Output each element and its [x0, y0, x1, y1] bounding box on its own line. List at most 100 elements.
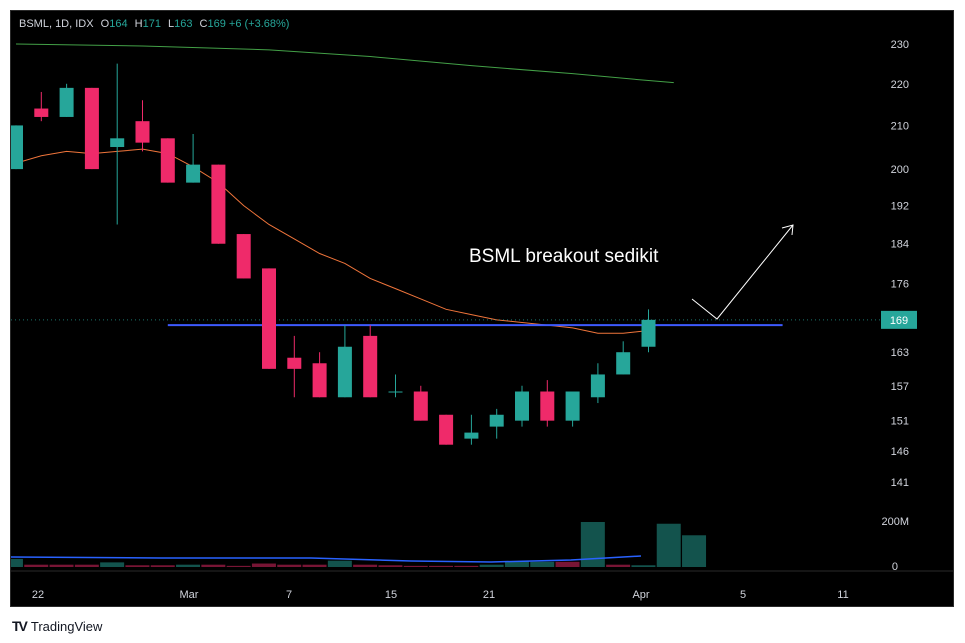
candle — [489, 408, 504, 439]
tradingview-logo-icon: TV — [12, 618, 28, 634]
projection-arrow — [691, 224, 794, 320]
volume-bar — [504, 561, 529, 567]
candle — [11, 125, 23, 170]
time-tick-label: 7 — [286, 589, 292, 601]
price-tick-label: 184 — [891, 239, 909, 251]
time-tick-label: Apr — [632, 589, 649, 601]
ma-slow-line — [15, 43, 674, 84]
volume-tick-label: 0 — [892, 561, 898, 573]
volume-bar — [327, 560, 352, 567]
volume-bar — [631, 565, 656, 567]
price-tick-label: 151 — [891, 416, 909, 428]
price-tick-label: 146 — [891, 446, 909, 458]
candle — [565, 391, 580, 427]
volume-bar — [201, 564, 226, 567]
low-label: L — [168, 18, 175, 30]
price-tick-label: 176 — [891, 279, 909, 291]
candle — [34, 91, 49, 122]
candle — [262, 268, 276, 369]
volume-bar — [125, 565, 150, 567]
time-axis[interactable]: 22 Mar 7 15 21 Apr 5 11 — [11, 570, 954, 601]
price-axis[interactable]: 230 220 210 200 192 184 176 163 157 151 146 141 200M… — [881, 39, 917, 573]
candle — [616, 341, 631, 375]
candle — [363, 325, 378, 398]
volume-bar — [656, 523, 681, 567]
candle — [211, 164, 226, 244]
volume-bar — [49, 564, 74, 567]
ma-fast-line — [11, 148, 649, 334]
volume-bar — [251, 563, 276, 567]
volume-bar — [530, 561, 555, 567]
low-value: 163 — [174, 18, 193, 30]
volume-bar — [353, 564, 378, 567]
support-line — [11, 319, 881, 327]
price-tick-label: 230 — [891, 39, 909, 51]
candle — [84, 87, 99, 170]
volume-bar — [682, 535, 707, 567]
open-value: 164 — [109, 18, 128, 30]
volume-bar — [176, 564, 201, 567]
volume-panel — [11, 522, 707, 567]
volume-bar — [454, 565, 479, 567]
moving-averages — [11, 43, 674, 334]
time-tick-label: 21 — [483, 589, 495, 601]
volume-bar — [74, 564, 99, 567]
time-tick-label: 22 — [32, 589, 44, 601]
volume-bar — [11, 558, 23, 567]
last-price-badge-text: 169 — [890, 315, 908, 327]
price-tick-label: 192 — [891, 201, 909, 213]
price-tick-label: 141 — [891, 477, 909, 489]
last-price-badge — [881, 310, 917, 329]
candle — [160, 138, 175, 183]
candle — [641, 309, 656, 353]
symbol-legend: BSML, 1D, IDX O164 H171 L163 C169 +6 (+3… — [19, 18, 289, 30]
volume-bar — [403, 565, 428, 567]
candle — [439, 414, 454, 445]
time-tick-label: 11 — [837, 589, 848, 601]
volume-bar — [429, 565, 454, 567]
candlestick-chart[interactable]: 230220210200192184176163157151146141200M… — [11, 11, 954, 607]
high-label: H — [134, 18, 143, 30]
candle — [59, 83, 74, 117]
volume-bar — [277, 564, 302, 567]
chart-area[interactable]: 230 220 210 200 192 184 176 163 157 151 146 141 200M… — [10, 10, 954, 607]
candle — [590, 363, 605, 404]
volume-bar — [378, 565, 403, 567]
brand-name: TradingView — [30, 618, 103, 634]
volume-bar — [479, 564, 504, 567]
volume-bar — [100, 562, 125, 567]
symbol-info: BSML, 1D, IDX — [19, 18, 94, 30]
price-tick-label: 157 — [891, 381, 909, 393]
volume-bar — [555, 561, 580, 567]
volume-bar — [302, 564, 327, 567]
candle — [135, 100, 150, 152]
chart-annotation-text[interactable]: BSML breakout sedikit — [469, 246, 659, 267]
volume-bar — [580, 522, 605, 567]
volume-tick-label: 200M — [881, 516, 909, 528]
candle — [337, 325, 352, 398]
candle — [287, 335, 302, 398]
candle — [236, 234, 251, 279]
volume-bar — [226, 565, 251, 567]
volume-bar — [150, 565, 175, 567]
volume-bar — [24, 564, 49, 567]
volume-ma-line — [11, 555, 642, 563]
price-tick-label: 210 — [891, 120, 909, 132]
volume-bar — [606, 564, 631, 567]
high-value: 171 — [142, 18, 161, 30]
candles — [11, 63, 656, 445]
tradingview-brand[interactable]: TV TradingView — [12, 618, 102, 634]
volume-ma-path — [11, 555, 642, 563]
close-value: 169 — [207, 18, 226, 30]
candle — [515, 385, 529, 427]
close-label: C — [199, 18, 208, 30]
price-tick-label: 163 — [891, 347, 909, 359]
time-tick-label: Mar — [180, 589, 199, 601]
candle — [413, 385, 428, 421]
candle — [540, 380, 555, 427]
candle — [388, 374, 403, 398]
time-tick-label: 15 — [385, 589, 397, 601]
change-value: +6 (+3.68%) — [228, 18, 290, 30]
arrow-path — [691, 224, 794, 320]
time-tick-label: 5 — [740, 589, 746, 601]
